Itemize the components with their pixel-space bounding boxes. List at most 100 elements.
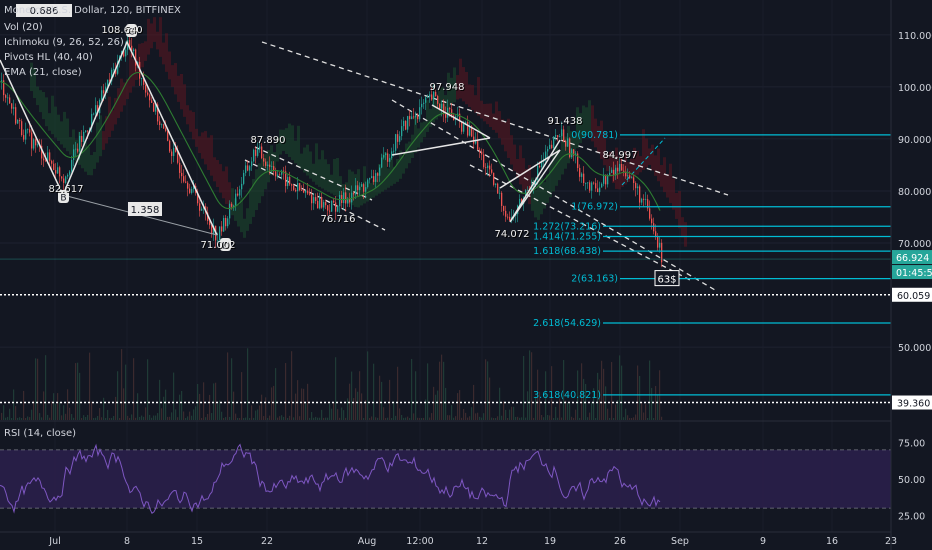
volume-bar [165, 389, 167, 420]
indicator-legend-vol[interactable]: Vol (20) [4, 20, 43, 35]
candle-body [51, 160, 53, 164]
volume-bar [133, 358, 135, 420]
candle-body [479, 149, 481, 152]
volume-bar [537, 369, 539, 420]
volume-bar [277, 417, 279, 420]
pivot-labels: 108.640108.64082.61782.61771.00271.00287… [49, 25, 639, 252]
cloud-segment [600, 120, 603, 160]
volume-bar [371, 416, 373, 420]
volume-bar [109, 418, 111, 420]
xabcd-path [0, 40, 218, 236]
candle-body [647, 199, 649, 209]
volume-bar [545, 371, 547, 420]
time-axis[interactable]: Jul 8 15 22 Aug 12:00 12 19 26 Sep 9 16 23 [0, 531, 897, 547]
cloud-segment [237, 204, 240, 227]
cloud-segment [249, 188, 252, 224]
cloud-segment [471, 84, 474, 110]
cloud-segment [558, 150, 561, 181]
volume-bar [419, 417, 421, 420]
volume-bar [137, 393, 139, 420]
candle-body [569, 138, 571, 158]
candle-body [251, 161, 253, 167]
volume-bar [253, 417, 255, 420]
volume-bar [373, 363, 375, 420]
candle-body [201, 208, 203, 211]
cloud-segment [684, 222, 687, 247]
cloud-segment [651, 144, 654, 171]
time-tick-label: 19 [544, 536, 556, 547]
pivot-label-shadow: 71.002 [202, 241, 237, 252]
candle-body [153, 102, 155, 112]
volume-bar [201, 417, 203, 420]
volume-bar [357, 391, 359, 420]
symbol-legend[interactable]: Monero / U.S. Dollar, 120, BITFINEX [4, 3, 181, 18]
volume-bar [13, 389, 15, 420]
symbol-title[interactable]: Monero / U.S. Dollar, 120, BITFINEX [4, 5, 181, 16]
pivot-label: 74.072 [495, 229, 530, 240]
candle-body [435, 91, 437, 97]
pattern-point-label: C [128, 28, 134, 38]
candle-body [81, 135, 83, 142]
cloud-segment [42, 91, 45, 120]
volume-bar [227, 352, 229, 420]
cloud-segment [309, 151, 312, 179]
indicator-legend-ichimoku[interactable]: Ichimoku (9, 26, 52, 26) [4, 35, 124, 50]
volume-bar [505, 409, 507, 420]
indicator-label[interactable]: Vol (20) [4, 22, 43, 33]
volume-bar [397, 366, 399, 420]
cloud-segment [213, 157, 216, 182]
cloud-segment [678, 190, 681, 229]
candle-body [267, 164, 269, 166]
volume-bar [183, 411, 185, 420]
candle-body [603, 174, 605, 184]
indicator-label[interactable]: EMA (21, close) [4, 67, 82, 78]
rsi-line [0, 443, 661, 514]
indicator-legend-pivots[interactable]: Pivots HL (40, 40) [4, 50, 93, 65]
volume-bar [249, 417, 251, 420]
cloud-segment [534, 189, 537, 218]
candle-body [253, 149, 255, 162]
rsi-title[interactable]: RSI (14, close) [4, 428, 77, 439]
candle-body [249, 166, 251, 171]
volume-bar [461, 417, 463, 420]
candle-body [225, 217, 227, 227]
cloud-segment [117, 88, 120, 119]
volume-bar [259, 405, 261, 420]
indicator-label[interactable]: Ichimoku (9, 26, 52, 26) [4, 37, 124, 48]
candle-body [317, 200, 319, 209]
candle-body [629, 175, 631, 178]
candle-body [385, 153, 387, 156]
volume-bar [179, 394, 181, 420]
cloud-segment [111, 110, 114, 131]
volume-bar [295, 393, 297, 420]
volume-bar [403, 417, 405, 420]
volume-bar [527, 391, 529, 420]
cloud-segment [252, 179, 255, 217]
volume-bar [121, 349, 123, 420]
volume-bar [49, 417, 51, 420]
rsi-legend[interactable]: RSI (14, close) [4, 426, 76, 441]
indicator-legend-ema[interactable]: EMA (21, close) [4, 65, 82, 80]
candle-body [277, 174, 279, 177]
candle-body [401, 126, 403, 137]
volume-bar [651, 387, 653, 420]
cloud-segment [270, 145, 273, 176]
indicator-label[interactable]: Pivots HL (40, 40) [4, 52, 93, 63]
cloud-segment [522, 158, 525, 191]
candle-body [75, 148, 77, 150]
cloud-segment [96, 122, 99, 163]
volume-bar [71, 414, 73, 420]
volume-bar [551, 366, 553, 420]
candle-body [17, 119, 19, 124]
candle-body [595, 183, 597, 189]
cloud-segment [606, 154, 609, 172]
volume-bar [275, 368, 277, 420]
price-axis[interactable]: 110.000 100.000 90.000 80.000 70.000 50.000 66… [890, 0, 932, 550]
volume-bar [455, 416, 457, 420]
candle-body [611, 169, 613, 173]
candle-body [445, 114, 447, 118]
candle-body [361, 184, 363, 187]
cloud-segment [327, 164, 330, 192]
candle-body [303, 190, 305, 193]
